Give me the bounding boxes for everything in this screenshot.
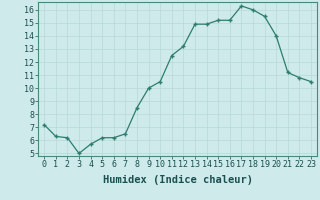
X-axis label: Humidex (Indice chaleur): Humidex (Indice chaleur) (103, 175, 252, 185)
